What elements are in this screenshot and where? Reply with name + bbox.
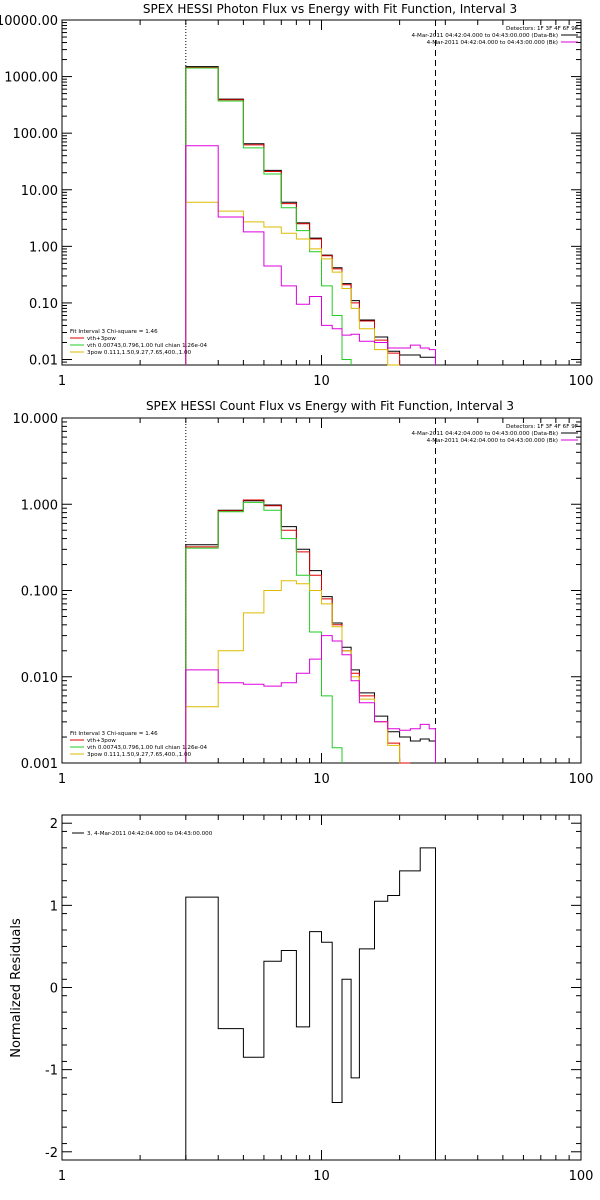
residuals-panel: 1 10 100 -2 -1 0 1 2 3, 4-Mar-2011 04:42:04.000…	[9, 814, 594, 1184]
residuals-y-axis-label: Normalized Residuals	[9, 918, 24, 1058]
photon-fit-line-3pow: 3pow 0.111,1.50,9.27,7.65,400.,1.00	[87, 350, 192, 356]
count-x-tick-label: 100	[569, 772, 594, 787]
photon-time-range-label: 4-Mar-2011 04:42:04.000 to 04:43:00.000 …	[411, 33, 558, 39]
count-y-tick-label: 0.100	[21, 585, 58, 600]
photon-x-tick-label: 100	[569, 374, 594, 389]
count-y-tick-label: 0.010	[21, 671, 58, 686]
photon-y-tick-label: 0.10	[29, 297, 58, 312]
photon-y-tick-label: 1000.00	[4, 71, 58, 86]
count-series-line-2	[185, 501, 343, 763]
residuals-series-line-0	[185, 847, 436, 1160]
count-info-box: Detectors: 1F 3F 4F 6F 9F 4-Mar-2011 04:…	[411, 424, 578, 444]
count-series-group	[185, 499, 436, 764]
photon-chart-title: SPEX HESSI Photon Flux vs Energy with Fi…	[143, 2, 517, 16]
photon-flux-panel: SPEX HESSI Photon Flux vs Energy with Fi…	[0, 2, 593, 389]
photon-detectors-label: Detectors: 1F 3F 4F 6F 9F	[506, 26, 578, 32]
count-bk-range-label: 4-Mar-2011 04:42:04.000 to 04:43:00.000 …	[427, 438, 558, 444]
count-y-tick-label: 0.001	[21, 757, 58, 772]
count-fit-legend: Fit Interval 3 Chi-square = 1.46 vth+3po…	[70, 731, 208, 758]
count-fit-line-vth: vth 0.00743,0.796,1.00 full chian 1.26e-…	[87, 745, 208, 751]
count-y-tick-label: 10.000	[13, 412, 59, 427]
photon-fit-legend: Fit Interval 3 Chi-square = 1.46 vth+3po…	[70, 329, 208, 356]
photon-x-tick-label: 10	[313, 374, 330, 389]
count-y-tick-label: 1.000	[21, 498, 58, 513]
count-chart-title: SPEX HESSI Count Flux vs Energy with Fit…	[146, 399, 514, 413]
residuals-series-group	[185, 847, 436, 1160]
photon-y-tick-label: 100.00	[13, 127, 59, 142]
photon-series-line-2	[185, 67, 352, 365]
photon-y-tick-label: 10.00	[21, 184, 58, 199]
residuals-y-tick-label: 0	[50, 982, 58, 997]
photon-series-line-0	[185, 66, 436, 365]
photon-fit-header: Fit Interval 3 Chi-square = 1.46	[70, 329, 158, 335]
photon-bk-range-label: 4-Mar-2011 04:42:04.000 to 04:43:00.000 …	[427, 40, 558, 46]
count-fit-line-total: vth+3pow	[87, 738, 116, 744]
residuals-y-tick-label: -2	[45, 1146, 58, 1161]
count-flux-panel: SPEX HESSI Count Flux vs Energy with Fit…	[13, 399, 594, 787]
photon-series-line-4	[185, 145, 436, 365]
count-x-tick-label: 10	[313, 772, 330, 787]
residuals-x-tick-label: 1	[58, 1169, 66, 1184]
residuals-plot-frame	[61, 814, 582, 1161]
count-series-line-4	[185, 635, 436, 763]
count-fit-line-3pow: 3pow 0.111,1.50,9.27,7.65,400.,1.00	[87, 752, 192, 758]
photon-y-tick-label: 10000.00	[0, 14, 58, 29]
residuals-y-tick-label: -1	[45, 1064, 58, 1079]
photon-y-tick-label: 1.00	[29, 240, 58, 255]
residuals-y-tick-label: 2	[50, 817, 58, 832]
residuals-y-tick-label: 1	[50, 899, 58, 914]
count-range-markers	[185, 418, 437, 763]
photon-info-box: Detectors: 1F 3F 4F 6F 9F 4-Mar-2011 04:…	[411, 26, 578, 46]
residuals-x-tick-label: 100	[569, 1169, 594, 1184]
count-x-tick-label: 1	[58, 772, 66, 787]
residuals-axis-ticks: 1 10 100 -2 -1 0 1 2	[45, 814, 594, 1184]
photon-range-markers	[185, 20, 437, 365]
photon-y-tick-label: 0.01	[29, 354, 58, 369]
count-fit-header: Fit Interval 3 Chi-square = 1.46	[70, 731, 158, 737]
count-time-range-label: 4-Mar-2011 04:42:04.000 to 04:43:00.000 …	[411, 431, 558, 437]
residuals-legend-label: 3, 4-Mar-2011 04:42:04.000 to 04:43:00.0…	[87, 831, 213, 837]
photon-series-group	[185, 66, 436, 366]
photon-fit-line-total: vth+3pow	[87, 336, 116, 342]
photon-x-tick-label: 1	[58, 374, 66, 389]
count-series-line-1	[185, 499, 411, 764]
count-detectors-label: Detectors: 1F 3F 4F 6F 9F	[506, 424, 578, 430]
photon-fit-line-vth: vth 0.00743,0.796,1.00 full chian 1.26e-…	[87, 343, 208, 349]
photon-series-line-3	[185, 201, 400, 366]
count-axis-ticks: 1 10 100 0.001 0.010 0.100 1.000 10.000	[13, 412, 594, 787]
residuals-x-tick-label: 10	[313, 1169, 330, 1184]
photon-axis-ticks: 1 10 100 0.01 0.10 1.00 10.00 100.00 1000.00 1000…	[0, 14, 593, 389]
